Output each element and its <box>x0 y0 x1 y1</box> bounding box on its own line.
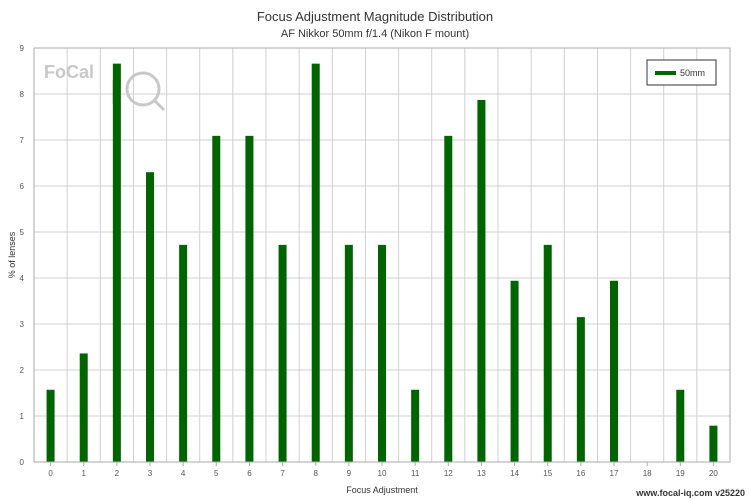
bar <box>510 280 519 462</box>
legend-label: 50mm <box>680 68 705 78</box>
bar <box>146 172 154 462</box>
x-tick-label: 3 <box>148 469 153 478</box>
bar <box>46 389 55 462</box>
watermark-logo: FoCal <box>44 62 166 112</box>
credit-text: www.focal-iq.com v25220 <box>635 488 745 498</box>
x-tick-label: 19 <box>676 469 685 478</box>
bar <box>378 244 386 462</box>
chart-subtitle: AF Nikkor 50mm f/1.4 (Nikon F mount) <box>281 28 469 40</box>
bar <box>610 280 618 462</box>
x-tick-label: 17 <box>610 469 619 478</box>
plot-frame <box>33 47 731 463</box>
y-axis-title: % of lenses <box>7 231 17 278</box>
x-tick-label: 1 <box>81 469 86 478</box>
x-axis-title: Focus Adjustment <box>346 485 418 495</box>
x-tick-label: 2 <box>115 469 120 478</box>
bar <box>344 244 353 462</box>
bar <box>311 63 320 462</box>
x-tick-label: 13 <box>477 469 486 478</box>
bar <box>179 244 188 462</box>
y-tick-label: 4 <box>20 274 25 283</box>
y-tick-labels: 0 1 2 3 4 5 6 7 8 9 <box>20 44 25 467</box>
x-tick-label: 16 <box>576 469 585 478</box>
x-tick-label: 9 <box>347 469 352 478</box>
y-tick-label: 9 <box>20 44 25 53</box>
bar <box>676 389 685 462</box>
y-tick-label: 2 <box>20 366 25 375</box>
watermark-text: FoCal <box>44 62 94 82</box>
x-tick-label: 11 <box>411 469 420 478</box>
magnifier-iq-icon <box>112 71 166 112</box>
y-tick-label: 0 <box>20 458 25 467</box>
bar <box>444 135 453 463</box>
x-tick-label: 14 <box>510 469 519 478</box>
y-tick-label: 7 <box>20 136 25 145</box>
chart-title: Focus Adjustment Magnitude Distribution <box>257 9 493 24</box>
bar <box>543 244 552 462</box>
x-tick-label: 8 <box>313 469 318 478</box>
bar <box>411 389 420 462</box>
y-tick-label: 8 <box>20 90 25 99</box>
x-tick-label: 7 <box>280 469 285 478</box>
x-tick-label: 6 <box>247 469 252 478</box>
legend: 50mm <box>646 59 717 86</box>
bar <box>112 63 121 462</box>
bar <box>212 135 221 463</box>
x-tick-label: 12 <box>444 469 453 478</box>
x-tick-label: 10 <box>378 469 387 478</box>
y-tick-label: 5 <box>20 228 25 237</box>
x-tick-label: 20 <box>709 469 718 478</box>
y-tick-label: 3 <box>20 320 25 329</box>
bar <box>477 99 486 462</box>
x-tick-labels: 0 1 2 3 4 5 6 7 8 9 10 11 12 13 14 15 16 17 18 19 20 <box>48 462 718 478</box>
x-tick-label: 15 <box>543 469 552 478</box>
bar <box>709 425 718 462</box>
x-tick-label: 5 <box>214 469 219 478</box>
legend-box <box>646 59 717 86</box>
legend-swatch <box>655 71 676 75</box>
bars <box>46 63 718 463</box>
bar <box>245 135 254 463</box>
x-tick-label: 0 <box>48 469 53 478</box>
y-tick-label: 1 <box>20 412 25 421</box>
bar <box>278 244 287 462</box>
x-tick-label: 18 <box>643 469 652 478</box>
bar <box>576 317 585 462</box>
bar <box>79 353 88 462</box>
x-tick-label: 4 <box>181 469 186 478</box>
y-tick-label: 6 <box>20 182 25 191</box>
